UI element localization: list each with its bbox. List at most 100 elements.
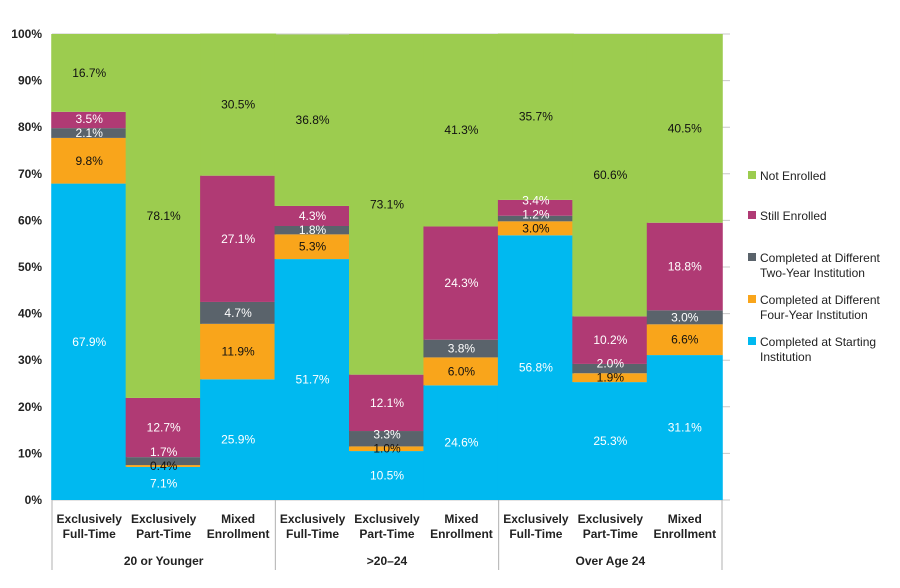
- bar-segment: [423, 226, 500, 340]
- y-tick-label: 100%: [11, 27, 42, 41]
- data-label: 1.0%: [373, 442, 401, 456]
- data-label: 12.7%: [147, 421, 181, 435]
- category-label-line1: Exclusively: [280, 512, 346, 526]
- data-label: 16.7%: [72, 66, 106, 80]
- data-label: 3.5%: [76, 112, 104, 126]
- legend-label: Completed at Different: [760, 293, 881, 307]
- category-label-line1: Mixed: [444, 512, 478, 526]
- data-label: 40.5%: [668, 121, 702, 135]
- y-tick-label: 90%: [18, 74, 42, 88]
- data-label: 11.9%: [222, 345, 255, 359]
- data-label: 3.4%: [522, 193, 550, 207]
- bar-segment: [125, 34, 202, 398]
- data-label: 51.7%: [296, 373, 330, 387]
- bar-segment: [349, 431, 425, 447]
- category-label-line1: Exclusively: [57, 512, 123, 526]
- bar-segment: [274, 225, 351, 235]
- legend-swatch: [748, 171, 756, 179]
- bar-segment: [200, 379, 277, 500]
- category-label-line1: Mixed: [668, 512, 702, 526]
- legend-swatch: [748, 253, 756, 261]
- category-label-line2: Enrollment: [430, 527, 493, 541]
- y-tick-label: 30%: [18, 353, 42, 367]
- bar-segment: [274, 205, 351, 226]
- bar-segment: [423, 385, 500, 500]
- category-label-line2: Full-Time: [286, 527, 339, 541]
- legend-label: Completed at Starting: [760, 335, 876, 349]
- data-label: 6.6%: [671, 333, 699, 347]
- bar-segment: [274, 234, 351, 260]
- bar-segment: [572, 34, 649, 317]
- bar-segment: [51, 128, 128, 138]
- data-label: 73.1%: [370, 197, 404, 211]
- data-label: 18.8%: [668, 260, 702, 274]
- category-label-line1: Exclusively: [131, 512, 197, 526]
- bar-segment: [274, 34, 351, 206]
- data-label: 27.1%: [221, 232, 255, 246]
- category-label-line1: Exclusively: [354, 512, 420, 526]
- category-label-line2: Full-Time: [63, 527, 116, 541]
- data-label: 10.5%: [370, 469, 404, 483]
- bar-segment: [51, 111, 128, 129]
- data-label: 24.3%: [444, 276, 478, 290]
- bar-segment: [423, 339, 500, 358]
- data-label: 1.8%: [299, 223, 327, 237]
- bar-segment: [572, 316, 649, 364]
- y-tick-label: 50%: [18, 260, 42, 274]
- group-label: Over Age 24: [576, 554, 646, 568]
- data-label: 24.6%: [444, 436, 478, 450]
- bar-segment: [349, 446, 425, 452]
- category-label-line2: Part-Time: [136, 527, 191, 541]
- legend-label: Completed at Different: [760, 251, 881, 265]
- category-label-line2: Part-Time: [359, 527, 414, 541]
- data-label: 4.7%: [224, 306, 252, 320]
- data-label: 36.8%: [296, 113, 330, 127]
- data-label: 9.8%: [76, 154, 104, 168]
- bar-segment: [572, 373, 649, 383]
- y-tick-label: 0%: [25, 493, 43, 507]
- bar-segment: [349, 451, 425, 500]
- data-label: 41.3%: [444, 123, 478, 137]
- data-label: 25.3%: [593, 434, 627, 448]
- data-label: 6.0%: [448, 364, 476, 378]
- data-label: 0.4%: [150, 459, 178, 473]
- bar-segment: [497, 33, 574, 200]
- bar-segment: [497, 215, 574, 222]
- bar-segment: [51, 34, 128, 112]
- bar-segment: [497, 199, 574, 216]
- data-label: 78.1%: [147, 209, 181, 223]
- data-label: 60.6%: [593, 168, 627, 182]
- legend-label: Still Enrolled: [760, 209, 827, 223]
- category-label-line2: Enrollment: [653, 527, 716, 541]
- data-label: 5.3%: [299, 240, 327, 254]
- y-tick-label: 40%: [18, 307, 42, 321]
- category-label-line2: Part-Time: [583, 527, 638, 541]
- legend-label: Institution: [760, 350, 811, 364]
- bar-segment: [572, 363, 649, 374]
- bar-segment: [200, 323, 277, 380]
- bar-segment: [646, 222, 723, 311]
- data-label: 31.1%: [668, 421, 702, 435]
- legend-swatch: [748, 337, 756, 345]
- bar-segment: [200, 301, 277, 324]
- data-label: 1.9%: [597, 371, 625, 385]
- data-label: 1.7%: [150, 445, 178, 459]
- group-label: >20–24: [367, 554, 408, 568]
- data-label: 25.9%: [221, 433, 255, 447]
- data-label: 3.8%: [448, 342, 476, 356]
- data-label: 56.8%: [519, 361, 553, 375]
- bar-segment: [125, 466, 202, 500]
- bar-segment: [497, 235, 574, 500]
- data-label: 67.9%: [72, 335, 106, 349]
- bar-segment: [349, 374, 425, 432]
- bar-segment: [200, 175, 277, 302]
- bar-segment: [646, 310, 723, 325]
- bar-segment: [125, 397, 202, 458]
- data-label: 30.5%: [221, 98, 255, 112]
- y-tick-label: 20%: [18, 400, 42, 414]
- data-label: 4.3%: [299, 209, 327, 223]
- data-label: 12.1%: [370, 396, 404, 410]
- category-label-line1: Exclusively: [503, 512, 569, 526]
- bar-segment: [423, 357, 500, 386]
